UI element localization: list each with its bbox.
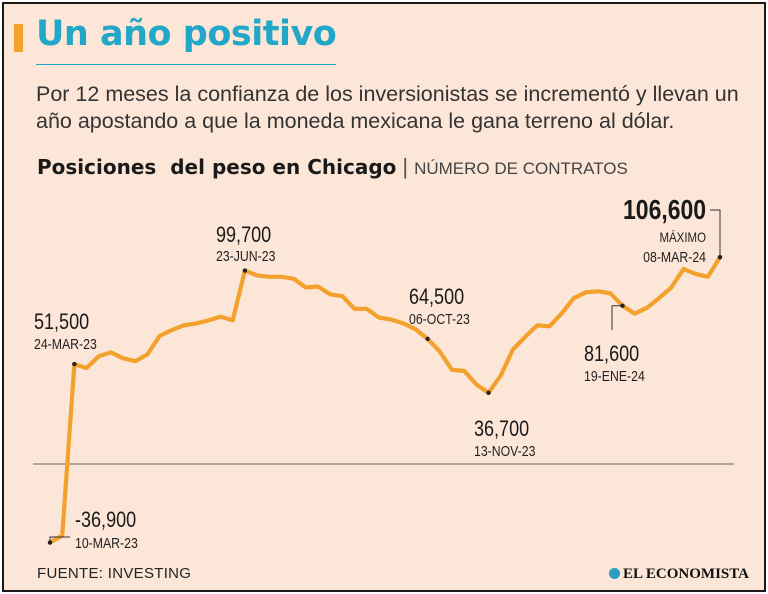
annotation-leader (611, 305, 623, 330)
data-point-marker (425, 336, 430, 342)
annotation-leader (710, 209, 721, 258)
data-label-date: 19-ENE-24 (584, 368, 645, 384)
chart-heading: Posiciones del peso en Chicago | NÚMERO DE… (37, 154, 628, 180)
chart-title: Posiciones del peso en Chicago (37, 155, 397, 179)
data-label-date: 06-OCT-23 (409, 311, 470, 327)
title-accent-bar (14, 24, 23, 52)
data-label-value: 36,700 (474, 417, 529, 441)
source-note: FUENTE: INVESTING (37, 565, 192, 582)
data-point-marker (72, 361, 77, 367)
data-label-value: 81,600 (584, 342, 639, 366)
data-point-marker (620, 303, 625, 308)
brand-name: EL ECONOMISTA (623, 566, 749, 582)
page-title: Un año positivo (36, 14, 337, 54)
data-label-note: MÁXIMO (659, 229, 706, 245)
data-label-date: 10-MAR-23 (75, 535, 138, 551)
chart-heading-separator: | (402, 154, 409, 179)
data-label-value: 106,600 (623, 195, 706, 226)
series-line (47, 255, 723, 545)
data-label-date: 08-MAR-24 (643, 249, 706, 265)
globe-icon (609, 568, 620, 579)
data-label-value: 64,500 (409, 285, 464, 309)
data-label-value: 99,700 (216, 223, 271, 247)
data-label-value: 51,500 (34, 310, 89, 334)
data-label-date: 13-NOV-23 (474, 443, 536, 459)
data-label-date: 23-JUN-23 (216, 248, 276, 264)
title-underline (36, 64, 336, 65)
data-point-marker (717, 254, 723, 260)
data-point-marker (47, 540, 53, 545)
chart-unit-label: NÚMERO DE CONTRATOS (414, 159, 628, 178)
brand-logo: EL ECONOMISTA (609, 565, 749, 583)
data-label-date: 24-MAR-23 (34, 336, 97, 352)
data-label-value: -36,900 (75, 508, 136, 532)
data-point-marker (486, 390, 491, 396)
subtitle: Por 12 meses la confianza de los inversi… (36, 82, 739, 133)
data-point-marker (242, 268, 248, 273)
